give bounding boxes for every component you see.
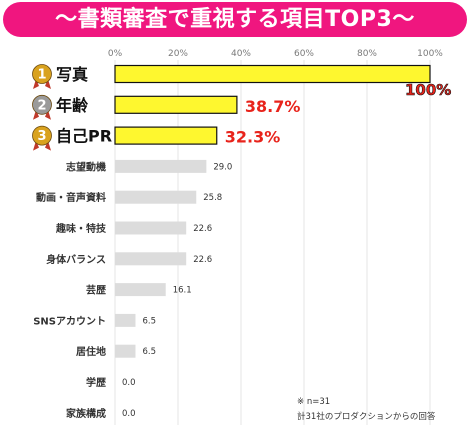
x-tick-label: 80%: [357, 49, 377, 59]
medal-ribbon: [45, 140, 51, 151]
value-label: 38.7%: [245, 97, 301, 116]
value-label: 6.5: [142, 316, 156, 326]
category-label: 学歴: [86, 376, 106, 389]
medal-ribbon: [33, 109, 39, 120]
medal-icon: [32, 64, 52, 84]
value-label: 100%: [405, 81, 451, 99]
x-tick-label: 40%: [231, 49, 251, 59]
sample-size-note: ※ n=31: [297, 397, 331, 407]
value-label: 22.6: [193, 224, 212, 234]
bar: [115, 159, 207, 173]
value-label: 29.0: [213, 162, 232, 172]
category-label: 居住地: [76, 345, 106, 358]
source-note: 計31社のプロダクションからの回答: [297, 412, 436, 422]
bar: [114, 95, 238, 114]
medal-ribbon: [45, 79, 51, 89]
x-tick-label: 20%: [168, 49, 188, 59]
chart-title: 〜書類審査で重視する項目TOP3〜: [55, 7, 415, 32]
bar: [115, 221, 187, 235]
category-label: 芸歴: [86, 284, 106, 297]
medal-icon: [32, 125, 52, 146]
category-label: 志望動機: [66, 160, 106, 173]
category-label: 動画・音声資料: [36, 191, 106, 204]
value-label: 22.6: [193, 255, 212, 265]
bar: [115, 344, 136, 358]
category-label: 年齢: [56, 96, 89, 115]
rank-number: 1: [37, 68, 46, 83]
medal-ribbon: [33, 140, 39, 151]
medal-ribbon: [33, 79, 39, 89]
category-label: 家族構成: [66, 407, 106, 420]
x-tick-label: 0%: [108, 49, 123, 59]
value-label: 32.3%: [225, 128, 281, 147]
bar: [114, 126, 218, 145]
category-label: 自己PR: [56, 127, 112, 146]
x-tick-label: 60%: [294, 49, 314, 59]
value-label: 25.8: [203, 193, 222, 203]
rank-number: 3: [37, 129, 46, 144]
category-label: 身体バランス: [46, 253, 106, 266]
medal-icon: [32, 94, 52, 115]
title-bar: 〜書類審査で重視する項目TOP3〜: [3, 2, 467, 37]
category-label: 写真: [56, 65, 88, 84]
value-label: 16.1: [173, 286, 192, 296]
category-label: 趣味・特技: [55, 222, 107, 235]
bar: [114, 64, 431, 84]
rank-number: 2: [37, 98, 46, 113]
value-label: 0.0: [122, 378, 136, 388]
category-label: SNSアカウント: [33, 315, 106, 327]
bar: [115, 313, 136, 327]
value-label: 6.5: [142, 347, 156, 357]
bar: [115, 283, 166, 297]
bar: [115, 190, 197, 204]
medal-ribbon: [45, 109, 51, 120]
bar: [115, 252, 187, 266]
value-label: 0.0: [122, 409, 136, 419]
x-tick-label: 100%: [417, 49, 443, 59]
